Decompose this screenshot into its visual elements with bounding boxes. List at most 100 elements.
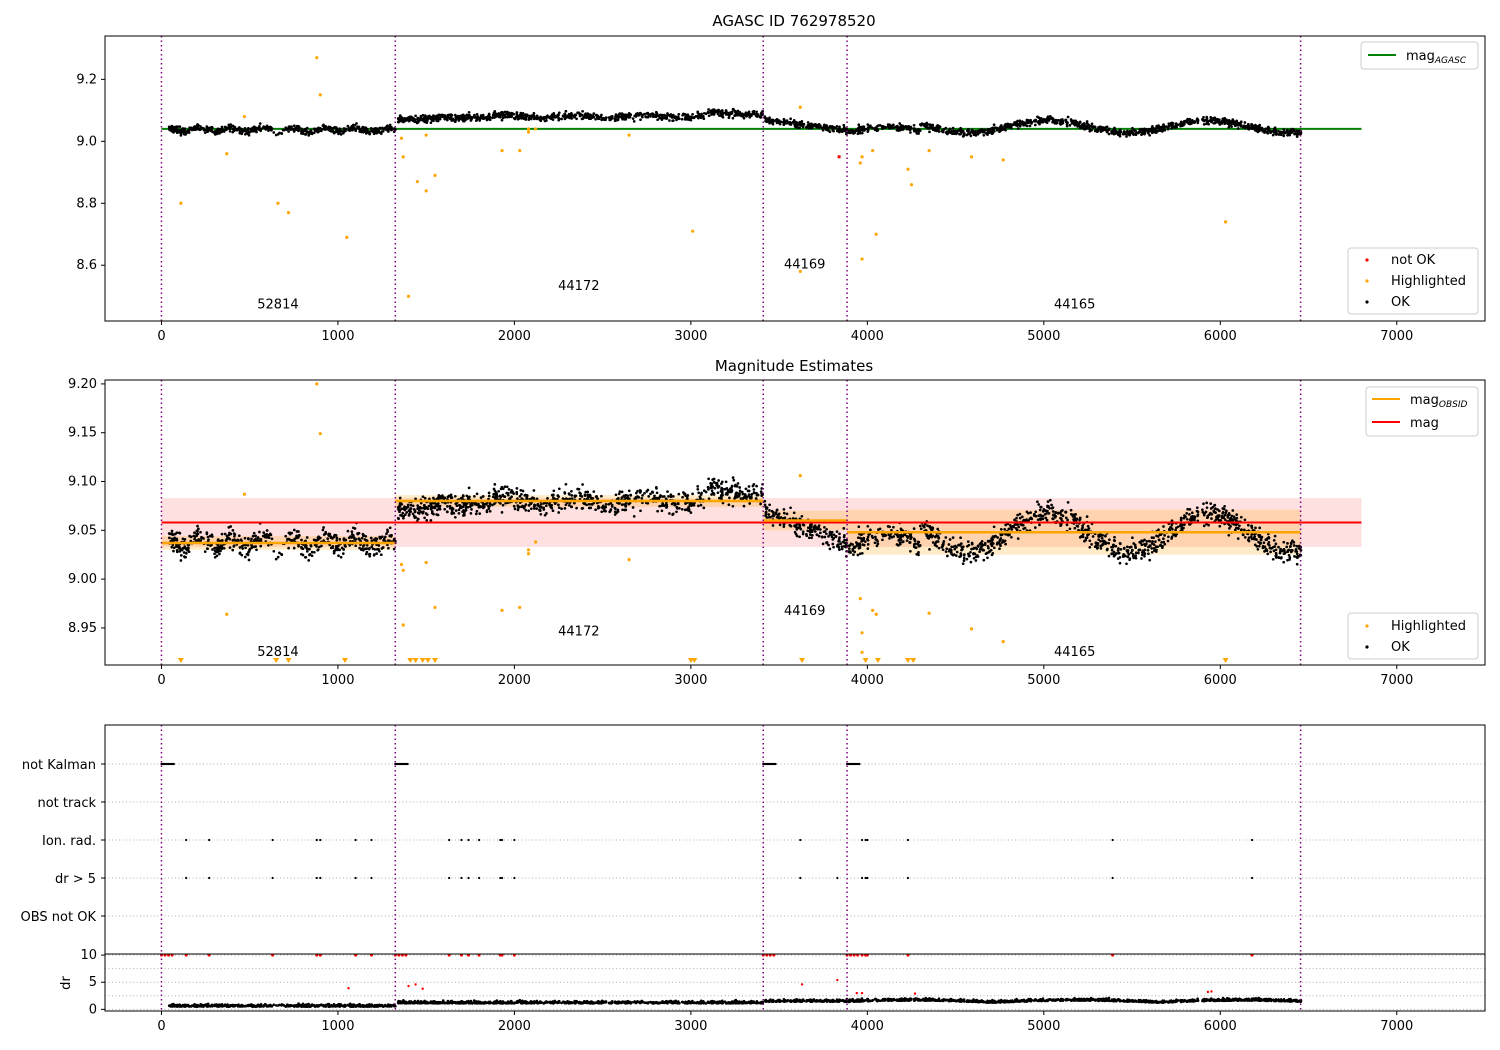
ok-point <box>1231 509 1235 512</box>
ok-point <box>1144 128 1148 132</box>
y-tick-label: 8.8 <box>76 196 97 211</box>
ok-point <box>206 535 210 539</box>
ok-point <box>825 527 828 531</box>
ok-point <box>321 528 325 532</box>
ok-point <box>1254 537 1257 541</box>
ok-point <box>1003 528 1007 531</box>
ok-point <box>329 130 333 133</box>
ok-point <box>461 494 465 498</box>
highlighted-point <box>424 189 428 193</box>
ok-point <box>866 543 870 546</box>
ok-point <box>738 492 742 495</box>
ok-point <box>857 130 861 133</box>
ok-point <box>671 119 675 122</box>
ok-point <box>1258 526 1262 530</box>
ok-point <box>873 541 877 545</box>
ok-point <box>778 523 782 527</box>
ok-point <box>497 489 501 493</box>
ok-point <box>550 506 554 510</box>
ok-point <box>848 550 852 553</box>
ok-point <box>1280 556 1283 559</box>
ok-point <box>414 516 418 519</box>
ok-point <box>934 128 938 131</box>
ok-point <box>751 110 755 114</box>
ok-point <box>962 554 966 557</box>
ok-point <box>1214 518 1218 521</box>
ok-point <box>640 114 644 118</box>
ok-point <box>866 547 870 550</box>
ok-point <box>984 552 988 556</box>
ok-point <box>246 132 250 136</box>
ok-point <box>828 125 832 128</box>
ok-point <box>542 502 546 505</box>
ok-point <box>874 538 878 541</box>
ok-point <box>256 536 260 540</box>
ok-point <box>646 111 650 115</box>
ok-point <box>370 545 374 549</box>
ok-point <box>254 534 257 538</box>
ok-point <box>287 546 290 550</box>
ok-point <box>832 545 835 549</box>
ok-point <box>1238 123 1241 126</box>
ok-point <box>730 112 733 115</box>
ok-point <box>314 127 317 131</box>
ok-point <box>1106 130 1109 134</box>
ok-point <box>643 491 646 495</box>
ok-point <box>783 516 787 520</box>
ok-point <box>1209 115 1213 119</box>
ok-point <box>515 487 519 490</box>
ok-point <box>1256 130 1260 134</box>
ok-point <box>548 503 552 507</box>
ok-point <box>1235 516 1239 520</box>
ok-point <box>196 524 199 528</box>
ok-point <box>789 506 792 510</box>
ok-point <box>697 504 700 508</box>
ok-point <box>237 534 241 538</box>
ok-point <box>909 126 912 129</box>
ok-point <box>655 487 658 490</box>
ok-point <box>594 113 598 117</box>
ok-point <box>1274 542 1278 546</box>
ok-point <box>856 132 860 136</box>
ok-point <box>372 553 376 557</box>
ok-point <box>243 132 247 136</box>
ok-point <box>795 534 799 538</box>
ok-point <box>258 530 261 534</box>
ok-point <box>727 116 731 120</box>
agasc-ok-points <box>167 107 1303 138</box>
ok-point <box>1191 515 1194 518</box>
ok-point <box>563 112 567 116</box>
ok-point <box>1265 549 1269 553</box>
ok-point <box>1060 517 1063 521</box>
ok-point <box>847 544 851 548</box>
ok-point <box>805 532 808 536</box>
ok-point <box>436 504 440 508</box>
ok-point <box>835 545 839 548</box>
ok-point <box>827 543 830 547</box>
ok-point <box>654 115 658 119</box>
ok-point <box>649 115 652 118</box>
ok-point <box>179 559 183 562</box>
ok-point <box>503 110 507 114</box>
ok-point <box>986 540 990 543</box>
ok-point <box>945 547 949 551</box>
ok-point <box>252 531 256 535</box>
ok-point <box>1004 125 1007 129</box>
ok-point <box>876 128 880 132</box>
ok-point <box>538 508 541 512</box>
ok-point <box>228 129 232 133</box>
ok-point <box>1093 129 1097 133</box>
ok-point <box>608 510 612 514</box>
ok-point <box>393 128 397 132</box>
ok-point <box>898 122 902 125</box>
ok-point <box>707 114 711 118</box>
ok-point <box>370 129 374 133</box>
ok-point <box>265 125 269 129</box>
ok-point <box>307 559 311 562</box>
ok-point <box>1155 124 1159 128</box>
ok-point <box>1010 535 1013 539</box>
ok-point <box>360 126 364 130</box>
ok-point <box>1110 548 1114 552</box>
ok-point <box>858 552 862 556</box>
ok-point <box>305 131 309 134</box>
